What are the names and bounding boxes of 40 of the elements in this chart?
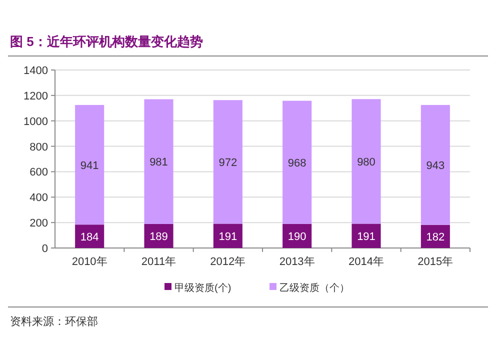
data-label: 968 <box>288 157 306 170</box>
y-tick-label: 200 <box>30 218 48 230</box>
data-label: 981 <box>150 156 168 169</box>
bar <box>75 104 104 225</box>
x-tick-label: 2013年 <box>279 256 315 268</box>
bar <box>420 104 450 225</box>
bar <box>144 99 174 224</box>
data-label: 184 <box>80 231 99 244</box>
chart-title: 图 5：近年环评机构数量变化趋势 <box>10 34 203 49</box>
x-tick-label: 2014年 <box>348 256 384 268</box>
y-tick-label: 800 <box>30 141 48 154</box>
x-tick-label: 2015年 <box>418 256 454 268</box>
x-tick-label: 2012年 <box>210 256 246 268</box>
bar <box>282 100 312 224</box>
data-label: 189 <box>150 230 168 243</box>
data-label: 182 <box>426 231 445 244</box>
y-tick-label: 400 <box>30 192 48 204</box>
y-tick-label: 1000 <box>24 116 48 128</box>
text: 资料来源：环保部 <box>10 315 98 328</box>
bar <box>352 224 381 248</box>
y-tick-label: 1400 <box>24 65 48 77</box>
y-tick-label: 0 <box>42 243 48 255</box>
bar <box>352 99 381 224</box>
x-tick-label: 2011年 <box>141 256 176 268</box>
y-tick-label: 600 <box>30 166 48 179</box>
data-label: 980 <box>357 156 376 168</box>
data-label: 191 <box>218 230 238 243</box>
data-label: 190 <box>288 230 306 243</box>
bar <box>213 224 242 248</box>
legend-label: 甲级资质(个) <box>174 282 232 294</box>
data-label: 972 <box>218 156 238 169</box>
data-label: 941 <box>80 160 99 172</box>
x-tick-label: 2010年 <box>72 256 108 268</box>
data-label: 191 <box>357 230 376 243</box>
legend-label: 乙级资质（个） <box>280 282 350 294</box>
data-label: 943 <box>426 160 445 172</box>
bar <box>213 100 242 224</box>
bar <box>144 224 174 248</box>
bar <box>75 224 104 248</box>
y-tick-label: 1200 <box>24 90 48 102</box>
